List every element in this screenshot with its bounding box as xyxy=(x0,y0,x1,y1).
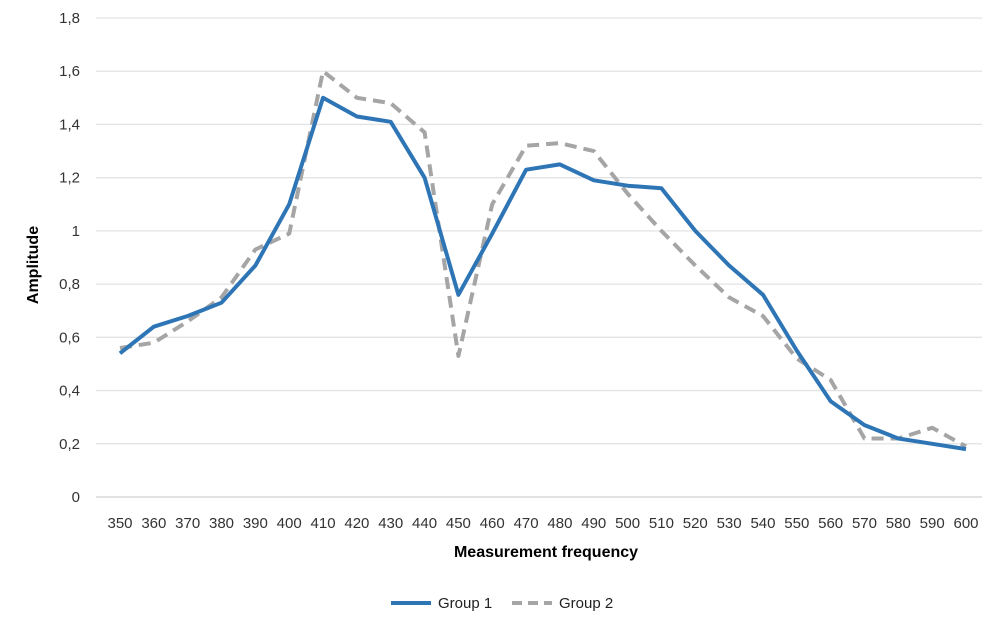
y-tick-label: 1,8 xyxy=(59,10,80,27)
x-tick-label: 470 xyxy=(514,515,539,532)
x-tick-label: 460 xyxy=(480,515,505,532)
series-lines xyxy=(118,69,967,452)
x-tick-label: 480 xyxy=(547,515,572,532)
x-tick-label: 420 xyxy=(344,515,369,532)
y-tick-label: 0,2 xyxy=(59,436,80,453)
x-tick-label: 590 xyxy=(920,515,945,532)
x-tick-label: 510 xyxy=(649,515,674,532)
x-tick-label: 600 xyxy=(953,515,978,532)
x-tick-label: 570 xyxy=(852,515,877,532)
x-tick-label: 380 xyxy=(209,515,234,532)
y-axis-ticks: 0 0,2 0,4 0,6 0,8 1 1,2 1,4 1,6 1,8 xyxy=(59,10,80,506)
legend-label-group-1: Group 1 xyxy=(438,595,492,612)
x-tick-label: 350 xyxy=(107,515,132,532)
legend: Group 1 Group 2 xyxy=(391,595,613,612)
y-tick-label: 1,6 xyxy=(59,63,80,80)
y-tick-label: 0,8 xyxy=(59,276,80,293)
x-tick-label: 550 xyxy=(784,515,809,532)
x-tick-label: 360 xyxy=(141,515,166,532)
x-tick-label: 400 xyxy=(277,515,302,532)
x-tick-label: 370 xyxy=(175,515,200,532)
x-tick-label: 450 xyxy=(446,515,471,532)
y-tick-label: 0 xyxy=(72,489,80,506)
x-tick-label: 500 xyxy=(615,515,640,532)
x-axis-title: Measurement frequency xyxy=(454,544,638,561)
legend-label-group-2: Group 2 xyxy=(559,595,613,612)
x-tick-label: 560 xyxy=(818,515,843,532)
x-tick-label: 440 xyxy=(412,515,437,532)
series-line-group-2 xyxy=(119,69,967,449)
x-tick-label: 410 xyxy=(311,515,336,532)
x-tick-label: 520 xyxy=(683,515,708,532)
x-tick-label: 540 xyxy=(750,515,775,532)
y-tick-label: 1,4 xyxy=(59,116,80,133)
series-line-group-1 xyxy=(118,95,967,452)
gridlines xyxy=(96,17,982,498)
x-tick-label: 490 xyxy=(581,515,606,532)
x-tick-label: 580 xyxy=(886,515,911,532)
x-tick-label: 530 xyxy=(717,515,742,532)
y-tick-label: 1,2 xyxy=(59,170,80,187)
y-tick-label: 0,4 xyxy=(59,383,80,400)
x-tick-label: 390 xyxy=(243,515,268,532)
y-axis-title: Amplitude xyxy=(25,226,42,304)
x-axis-ticks: 350 360 370 380 390 400 410 420 430 440 450 460 470 4… xyxy=(107,515,978,532)
y-tick-label: 0,6 xyxy=(59,329,80,346)
y-tick-label: 1 xyxy=(72,223,80,240)
x-tick-label: 430 xyxy=(378,515,403,532)
